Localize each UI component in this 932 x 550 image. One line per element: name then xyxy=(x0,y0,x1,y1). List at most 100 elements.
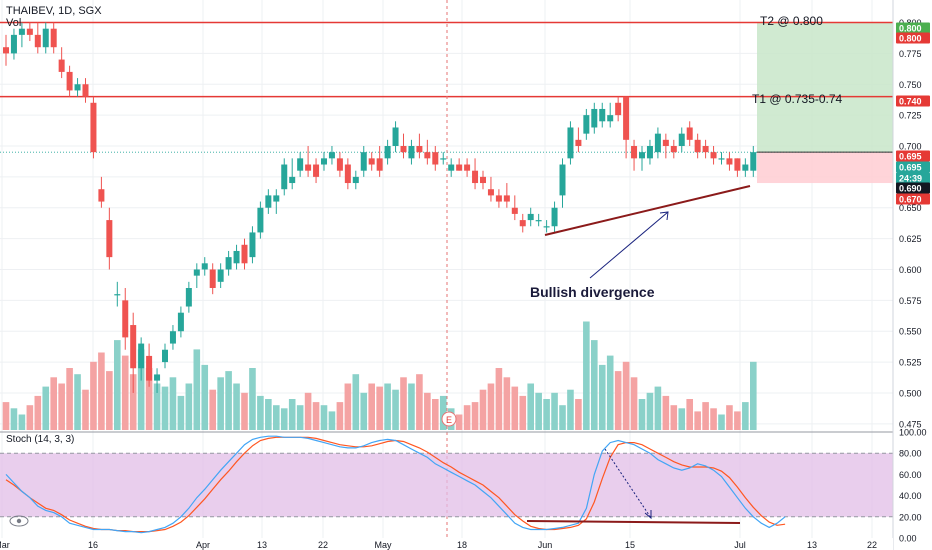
stoch-tick-label: 40.00 xyxy=(899,491,922,501)
stoch-k-line xyxy=(5,435,786,534)
candle-body xyxy=(98,189,105,202)
volume-bar xyxy=(455,414,463,430)
volume-bar xyxy=(710,408,717,430)
volume-bar xyxy=(726,405,733,430)
volume-bar xyxy=(606,355,614,430)
volume-bar xyxy=(114,340,121,430)
candle-body xyxy=(201,263,208,270)
volume-bar xyxy=(559,405,566,430)
price-tag-text: 0.690 xyxy=(899,184,922,194)
price-tag-text: 0.695 xyxy=(899,152,922,162)
price-tag-text: 0.800 xyxy=(899,34,922,44)
volume-bar xyxy=(654,386,662,430)
volume-bar xyxy=(439,395,447,430)
volume-bar xyxy=(503,377,511,430)
price-tag: 0.800 xyxy=(896,32,930,44)
time-tick-label: May xyxy=(374,540,392,550)
candle-body xyxy=(527,213,534,221)
candle-body xyxy=(193,269,200,276)
candle-body xyxy=(368,158,375,165)
time-tick-label: Mar xyxy=(0,540,10,550)
candle-body xyxy=(106,220,113,258)
price-tag: 0.695 xyxy=(896,161,930,173)
stoch-arrowhead xyxy=(644,510,652,520)
candle-body xyxy=(734,158,741,171)
volume-bar xyxy=(591,340,598,430)
candle-body xyxy=(154,374,161,381)
volume-bar xyxy=(90,361,97,430)
stoch-tick-label: 60.00 xyxy=(899,470,922,480)
candle-body xyxy=(607,115,614,122)
stoch-tick-label: 20.00 xyxy=(899,512,922,522)
volume-bar xyxy=(424,392,431,430)
volume-bar xyxy=(551,392,558,430)
candle-body xyxy=(138,343,145,369)
candle-body xyxy=(26,28,33,35)
candle-body xyxy=(662,139,669,146)
stochastic-panel xyxy=(0,431,893,534)
stoch-divergence-line xyxy=(526,520,741,524)
candle-body xyxy=(146,355,153,381)
candle-body xyxy=(519,220,526,227)
time-axis xyxy=(0,538,893,550)
volume-bar xyxy=(296,405,304,430)
price-tick-label: 0.575 xyxy=(899,296,922,306)
price-tag-bg xyxy=(896,32,930,44)
candle-body xyxy=(344,164,351,184)
price-tag-bg xyxy=(896,193,930,205)
price-tick-label: 0.475 xyxy=(899,419,922,429)
candle-body xyxy=(3,47,9,54)
volume-bar xyxy=(304,392,312,430)
candle-body xyxy=(567,127,574,159)
candle-body xyxy=(82,84,89,97)
price-tag-text: 24:39 xyxy=(899,174,922,184)
volume-bar xyxy=(630,377,638,430)
time-tick-label: 13 xyxy=(257,540,267,550)
candle-body xyxy=(726,158,733,165)
candle-body xyxy=(416,146,423,153)
volume-bars xyxy=(2,321,757,430)
volume-bar xyxy=(50,377,57,430)
candle-body xyxy=(448,164,455,171)
price-tag-text: 0.740 xyxy=(899,97,922,107)
stoch-title: Stoch (14, 3, 3) xyxy=(6,434,74,445)
candle-body xyxy=(424,152,431,159)
volume-bar xyxy=(169,377,177,430)
candle-body xyxy=(702,146,709,153)
volume-bar xyxy=(750,361,757,430)
price-tag-text: 0.670 xyxy=(899,195,922,205)
candle-body xyxy=(90,102,97,153)
candle-body xyxy=(615,102,622,116)
candle-body xyxy=(10,34,17,54)
volume-bar xyxy=(416,374,423,430)
candle-body xyxy=(352,176,359,184)
volume-bar xyxy=(106,371,113,430)
time-tick-label: 16 xyxy=(88,540,98,550)
candle-body xyxy=(233,250,240,264)
time-tick-label: Jul xyxy=(734,540,746,550)
candlesticks xyxy=(3,22,757,393)
candle-body xyxy=(241,244,248,264)
volume-bar xyxy=(670,405,678,430)
candle-body xyxy=(376,158,383,171)
candle-body xyxy=(408,146,415,159)
target-1-label: T1 @ 0.735-0.74 xyxy=(752,92,843,106)
candle-body xyxy=(177,312,184,332)
candle-body xyxy=(559,164,566,196)
candle-body xyxy=(321,158,327,165)
volume-bar xyxy=(598,364,606,430)
candle-body xyxy=(162,349,168,363)
candle-body xyxy=(289,176,296,184)
price-tick-label: 0.775 xyxy=(899,49,922,59)
volume-bar xyxy=(575,399,582,430)
time-tick-label: Jun xyxy=(538,540,553,550)
volume-bar xyxy=(352,374,360,430)
candle-body xyxy=(631,146,638,159)
price-axis xyxy=(893,0,932,550)
volume-bar xyxy=(209,389,216,430)
candle-body xyxy=(535,220,542,222)
volume-bar xyxy=(217,377,224,430)
volume-bar xyxy=(153,383,161,430)
volume-bar xyxy=(161,386,169,430)
